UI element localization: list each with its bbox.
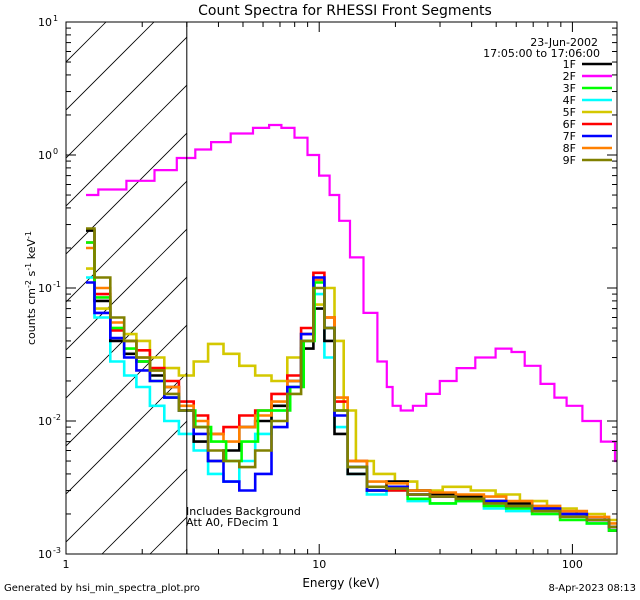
hatch-line (66, 420, 187, 543)
hatch-line (66, 84, 187, 207)
footer-generated-by: Generated by hsi_min_spectra_plot.pro (4, 583, 200, 594)
time-range-label: 17:05:00 to 17:06:00 (483, 47, 600, 60)
hatch-line (66, 180, 187, 303)
annotation-attenuator: Att A0, FDecim 1 (186, 516, 279, 529)
legend-label-4F: 4F (563, 94, 576, 107)
x-tick-label: 10 (312, 558, 326, 571)
hatch-line (66, 372, 187, 495)
date-label: 23-Jun-2002 (530, 36, 598, 49)
y-tick-label: 10 (38, 548, 52, 561)
legend-label-8F: 8F (563, 142, 576, 155)
series-line-2F (86, 123, 617, 463)
footer-timestamp: 8-Apr-2023 08:13 (548, 583, 636, 594)
y-axis-label: counts cm-2 s-1 keV-1 (24, 231, 38, 345)
x-tick-label: 100 (562, 558, 583, 571)
y-tick-exponent: -1 (53, 280, 61, 289)
x-tick-label: 1 (63, 558, 70, 571)
y-tick-label: 10 (38, 415, 52, 428)
x-axis-label: Energy (keV) (302, 576, 379, 590)
y-tick-label: 10 (38, 16, 52, 29)
legend-label-3F: 3F (563, 82, 576, 95)
legend-label-6F: 6F (563, 118, 576, 131)
chart-title: Count Spectra for RHESSI Front Segments (198, 3, 492, 19)
legend-label-7F: 7F (563, 130, 576, 143)
y-tick-exponent: -2 (53, 413, 61, 422)
legend-label-5F: 5F (563, 106, 576, 119)
series-line-8F (86, 246, 617, 525)
legend-label-9F: 9F (563, 154, 576, 167)
y-tick-label: 10 (38, 282, 52, 295)
legend-label-1F: 1F (563, 58, 576, 71)
series-line-9F (86, 227, 617, 529)
series-layer (86, 123, 617, 532)
legend-label-2F: 2F (563, 70, 576, 83)
y-tick-label: 10 (38, 149, 52, 162)
hatch-line (66, 36, 187, 159)
series-line-6F (86, 241, 617, 529)
series-line-4F (86, 276, 617, 529)
hatch-line (66, 276, 187, 399)
annotation-background: Includes Background (186, 505, 301, 518)
hatched-region (66, 22, 187, 554)
y-tick-exponent: 1 (53, 14, 58, 23)
y-tick-exponent: 0 (53, 147, 58, 156)
plot-frame (65, 21, 618, 555)
hatch-line (66, 228, 187, 351)
y-tick-exponent: -3 (53, 546, 61, 555)
series-line-7F (86, 276, 617, 529)
